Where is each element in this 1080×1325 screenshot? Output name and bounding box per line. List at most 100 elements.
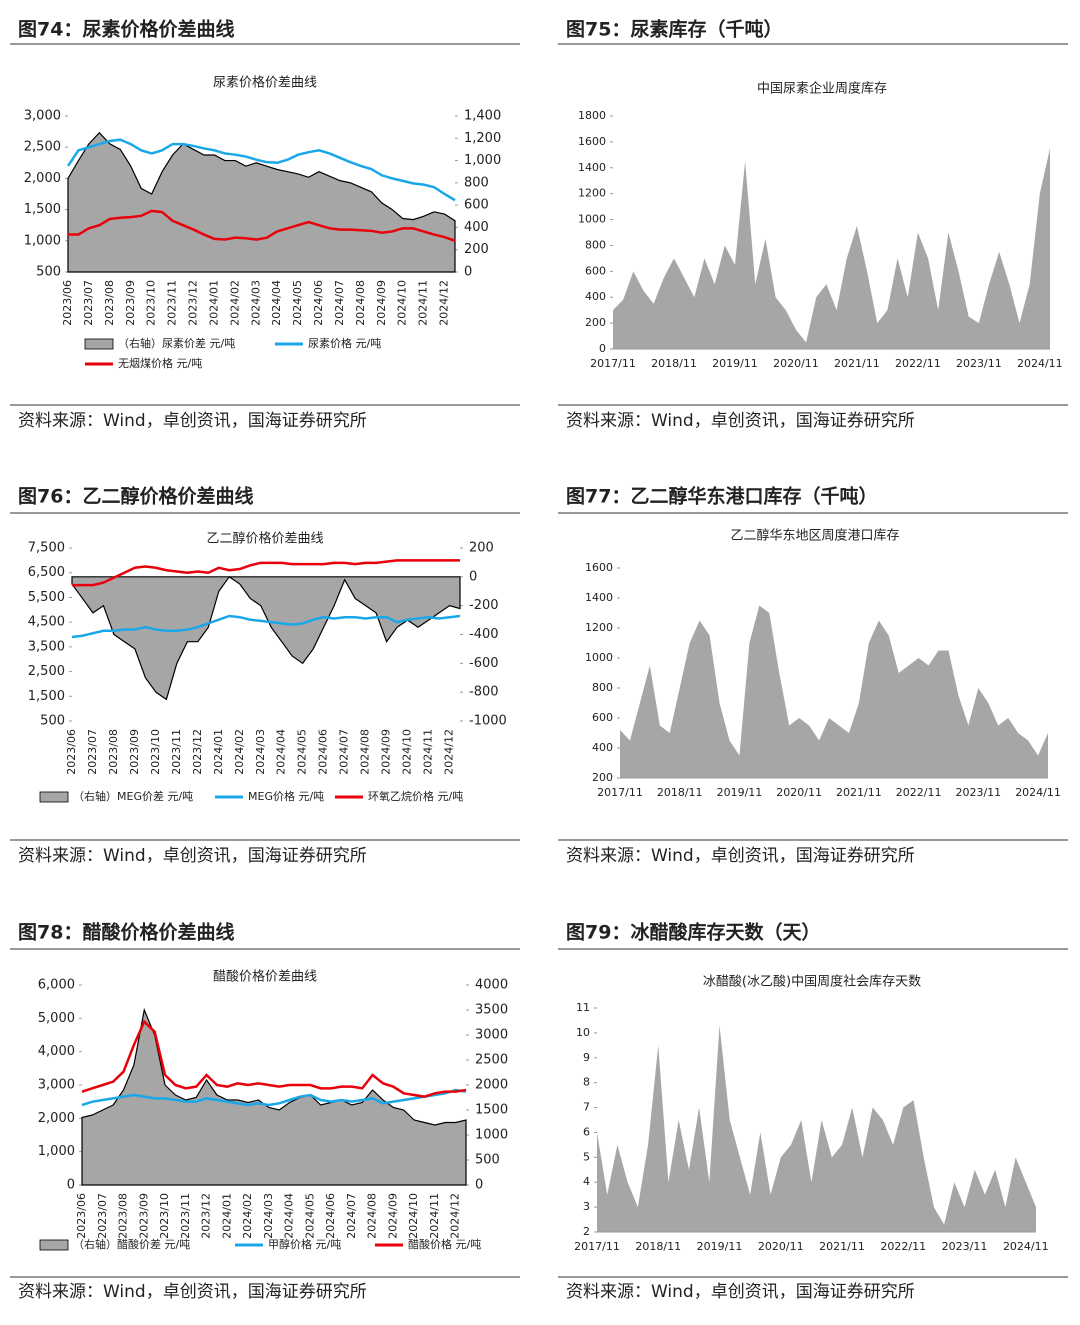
x-tick-label: 2024/08: [354, 280, 367, 326]
x-tick-label: 2024/07: [333, 280, 346, 326]
x-tick-label: 2020/11: [773, 357, 819, 370]
source-note: 资料来源：Wind，卓创资讯，国海证券研究所: [566, 846, 915, 866]
y-tick-label: 3: [583, 1200, 590, 1213]
y2-tick-label: -600: [469, 656, 499, 671]
x-tick-label: 2024/12: [438, 280, 451, 326]
y2-tick-label: 1500: [475, 1103, 508, 1118]
y-tick-label: 800: [585, 238, 606, 251]
x-tick-label: 2022/11: [896, 786, 942, 799]
x-tick-label: 2023/06: [65, 729, 78, 775]
x-tick-label: 2024/11: [422, 729, 435, 775]
legend-label: MEG价格 元/吨: [248, 789, 324, 803]
y-tick-label: 200: [585, 316, 606, 329]
figure-heading: 图74：尿素价格价差曲线: [18, 18, 234, 41]
y2-tick-label: 1,000: [464, 153, 501, 168]
x-tick-label: 2024/04: [270, 280, 283, 326]
x-tick-label: 2024/05: [291, 280, 304, 326]
y-tick-label: 4,500: [28, 615, 65, 630]
y-tick-label: 8: [583, 1076, 590, 1089]
y2-tick-label: -400: [469, 627, 499, 642]
x-tick-label: 2020/11: [776, 786, 822, 799]
x-tick-label: 2021/11: [834, 357, 880, 370]
line: [81, 1088, 467, 1107]
y2-tick-label: 2000: [475, 1078, 508, 1093]
x-tick-label: 2019/11: [697, 1240, 743, 1253]
x-tick-label: 2024/08: [359, 729, 372, 775]
legend-label: （右轴）醋酸价差 元/吨: [73, 1237, 190, 1251]
x-tick-label: 2023/07: [86, 729, 99, 775]
y2-tick-label: 0: [469, 569, 477, 584]
legend-label: 甲醇价格 元/吨: [268, 1237, 341, 1251]
x-tick-label: 2024/09: [380, 729, 393, 775]
x-tick-label: 2023/07: [96, 1193, 109, 1239]
x-tick-label: 2023/07: [82, 280, 95, 326]
y2-tick-label: 0: [475, 1178, 483, 1193]
x-tick-label: 2021/11: [819, 1240, 865, 1253]
source-note: 资料来源：Wind，卓创资讯，国海证券研究所: [566, 1282, 915, 1302]
y-tick-label: 3,000: [38, 1078, 75, 1093]
chart-title: 乙二醇华东地区周度港口库存: [730, 528, 899, 544]
y-tick-label: 1,500: [28, 689, 65, 704]
y-tick-label: 1,500: [24, 202, 61, 217]
y-tick-label: 4: [583, 1175, 590, 1188]
y-tick-label: 0: [67, 1178, 75, 1193]
x-tick-label: 2022/11: [895, 357, 941, 370]
y-tick-label: 1400: [578, 161, 606, 174]
x-tick-label: 2023/06: [61, 280, 74, 326]
y2-tick-label: 4000: [475, 978, 508, 993]
y-tick-label: 1000: [585, 651, 613, 664]
y-tick-label: 11: [576, 1001, 590, 1014]
x-tick-label: 2023/08: [117, 1193, 130, 1239]
y-tick-label: 800: [592, 681, 613, 694]
x-tick-label: 2023/11: [179, 1193, 192, 1239]
y2-tick-label: -800: [469, 685, 499, 700]
area: [67, 131, 456, 273]
x-tick-label: 2017/11: [590, 357, 636, 370]
y-tick-label: 3,500: [28, 639, 65, 654]
y2-tick-label: 400: [464, 220, 489, 235]
x-tick-label: 2024/09: [375, 280, 388, 326]
y-tick-label: 0: [599, 342, 606, 355]
y2-tick-label: 200: [469, 541, 494, 556]
y-tick-label: 7,500: [28, 541, 65, 556]
x-tick-label: 2020/11: [758, 1240, 804, 1253]
y2-tick-label: 1,200: [464, 131, 501, 146]
x-tick-label: 2023/10: [149, 729, 162, 775]
y-tick-label: 400: [585, 290, 606, 303]
y-tick-label: 1,000: [24, 233, 61, 248]
x-tick-label: 2024/07: [345, 1193, 358, 1239]
x-tick-label: 2024/11: [1015, 786, 1061, 799]
x-tick-label: 2024/03: [262, 1193, 275, 1239]
chart-title: 中国尿素企业周度库存: [757, 81, 887, 97]
figure-heading: 图75：尿素库存（千吨）: [566, 18, 782, 41]
x-tick-label: 2023/08: [107, 729, 120, 775]
source-note: 资料来源：Wind，卓创资讯，国海证券研究所: [18, 846, 367, 866]
y2-tick-label: 800: [464, 175, 489, 190]
x-tick-label: 2023/12: [191, 729, 204, 775]
line: [72, 559, 460, 587]
legend-label: 尿素价格 元/吨: [308, 336, 381, 350]
x-tick-label: 2023/11: [956, 357, 1002, 370]
legend-label: 无烟煤价格 元/吨: [118, 356, 202, 370]
x-tick-label: 2018/11: [635, 1240, 681, 1253]
y2-tick-label: 3500: [475, 1003, 508, 1018]
x-tick-label: 2024/02: [228, 280, 241, 326]
y-tick-label: 200: [592, 771, 613, 784]
x-tick-label: 2024/09: [386, 1193, 399, 1239]
x-tick-label: 2023/08: [103, 280, 116, 326]
y-tick-label: 500: [36, 265, 61, 280]
x-tick-label: 2024/01: [220, 1193, 233, 1239]
y-tick-label: 1400: [585, 591, 613, 604]
y2-tick-label: 0: [464, 265, 472, 280]
source-note: 资料来源：Wind，卓创资讯，国海证券研究所: [18, 411, 367, 431]
line: [66, 138, 456, 202]
x-tick-label: 2024/03: [254, 729, 267, 775]
x-tick-label: 2018/11: [651, 357, 697, 370]
y-tick-label: 10: [576, 1026, 590, 1039]
x-tick-label: 2023/11: [955, 786, 1001, 799]
x-tick-label: 2024/02: [241, 1193, 254, 1239]
x-tick-label: 2024/04: [283, 1193, 296, 1239]
x-tick-label: 2023/11: [942, 1240, 988, 1253]
x-tick-label: 2024/11: [428, 1193, 441, 1239]
x-tick-label: 2023/10: [145, 280, 158, 326]
